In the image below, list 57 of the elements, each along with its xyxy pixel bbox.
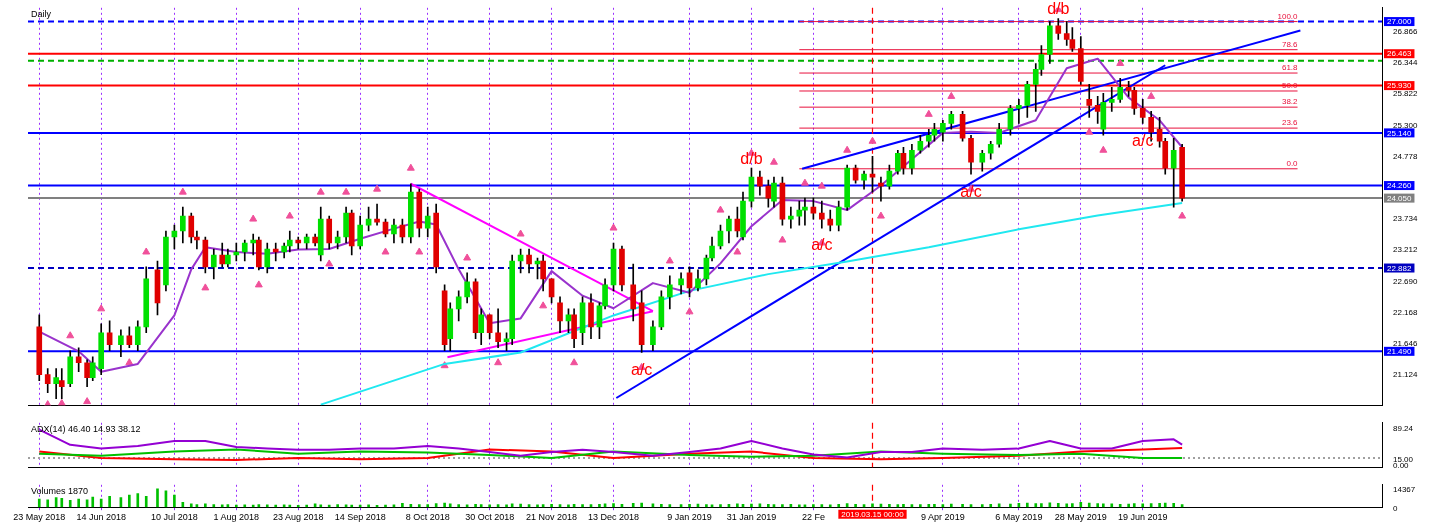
x-tick-label: 23 May 2018 — [13, 512, 66, 523]
chart-title: ADX(14) 46.40 14.93 38.12 — [31, 423, 141, 434]
series-label: 23.6 — [1281, 118, 1299, 128]
annotation: d/b — [1047, 0, 1070, 17]
x-tick-label: 8 Oct 2018 — [405, 512, 450, 523]
chart-title: Volumes 1870 — [31, 485, 89, 496]
annotation: a/c — [630, 360, 653, 378]
x-tick-label: 13 Dec 2018 — [587, 512, 640, 523]
y-tick-label: 22.168 — [1393, 307, 1419, 317]
y-tick-label: 26.344 — [1393, 58, 1419, 68]
ref-line-label: 2019.03.15 00:00 — [841, 509, 905, 519]
x-tick-label: 14 Jun 2018 — [76, 512, 126, 523]
y-tick-label: 89.24 — [1393, 423, 1414, 433]
ref-line-label: 24.050 — [1387, 193, 1413, 203]
y-tick-label: 22.690 — [1393, 276, 1419, 286]
series-label: 50.0 — [1281, 81, 1299, 91]
y-tick-label: 24.778 — [1393, 151, 1419, 161]
y-tick-label: 0.00 — [1393, 461, 1410, 471]
x-tick-label: 19 Jun 2019 — [1117, 512, 1168, 523]
series-label: 78.6 — [1281, 39, 1299, 49]
x-tick-label: 28 May 2019 — [1054, 512, 1107, 523]
y-tick-label: 0 — [1393, 504, 1398, 514]
annotation: a/c — [1132, 131, 1154, 149]
y-tick-label: 21.646 — [1393, 339, 1419, 349]
ref-line-label: 22.882 — [1387, 263, 1413, 273]
series-label: 61.8 — [1281, 63, 1299, 73]
chart-title: Daily — [31, 8, 52, 19]
annotation: a/c — [960, 182, 982, 200]
ref-line-label: 27.000 — [1387, 17, 1413, 27]
annotation: d/b — [740, 149, 763, 167]
x-tick-label: 9 Jan 2019 — [667, 512, 712, 523]
ref-line-label: 26.463 — [1387, 49, 1413, 59]
y-tick-label: 14367 — [1393, 484, 1416, 494]
annotation: a/c — [811, 236, 833, 254]
y-tick-label: 21.124 — [1393, 370, 1419, 380]
x-tick-label: 10 Jul 2018 — [151, 512, 198, 523]
x-tick-label: 30 Oct 2018 — [465, 512, 515, 523]
ref-line-label: 21.490 — [1387, 347, 1413, 357]
ref-line-label: 25.930 — [1387, 81, 1413, 91]
x-tick-label: 23 Aug 2018 — [272, 512, 324, 523]
x-tick-label: 1 Aug 2018 — [213, 512, 260, 523]
y-tick-label: 23.734 — [1393, 214, 1419, 224]
x-tick-label: 22 Fe — [801, 512, 825, 523]
y-tick-label: 23.212 — [1393, 245, 1419, 255]
y-tick-label: 25.300 — [1393, 120, 1419, 130]
x-tick-label: 21 Nov 2018 — [526, 512, 578, 523]
series-label: 100.0 — [1277, 11, 1299, 21]
x-tick-label: 14 Sep 2018 — [334, 512, 386, 523]
y-tick-label: 25.822 — [1393, 89, 1419, 99]
ref-line-label: 25.140 — [1387, 128, 1413, 138]
x-tick-label: 6 May 2019 — [995, 512, 1043, 523]
x-tick-label: 9 Apr 2019 — [921, 512, 965, 523]
y-tick-label: 26.866 — [1393, 26, 1419, 36]
x-tick-label: 31 Jan 2019 — [726, 512, 777, 523]
series-label: 0.0 — [1286, 159, 1299, 168]
ref-line-label: 24.260 — [1387, 181, 1413, 191]
series-label: 38.2 — [1281, 97, 1299, 107]
